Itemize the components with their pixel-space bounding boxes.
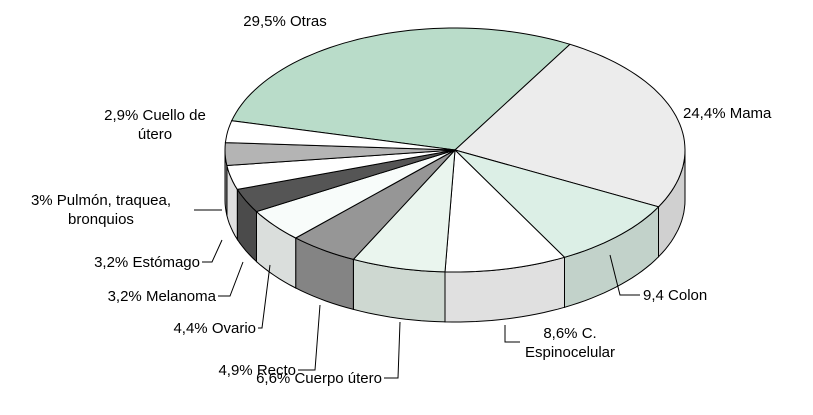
- value-label: 4,9%: [218, 362, 253, 379]
- value-label: 6,6%: [256, 370, 291, 387]
- pie: [224, 27, 686, 323]
- slice: [444, 148, 566, 273]
- category-label: Pulmón, traquea, bronquios: [56, 192, 172, 228]
- value-label: 3,2%: [107, 288, 142, 305]
- category-label: Melanoma: [145, 288, 216, 305]
- value-label: 29,5%: [243, 13, 286, 30]
- leader-line: [384, 321, 401, 379]
- value-label: 3,2%: [94, 254, 129, 271]
- slice-label: 3% Pulmón, traquea, bronquios: [6, 191, 196, 229]
- slice-label: 8,6% C. Espinocelular: [520, 324, 620, 362]
- slice-label: 3,2% Estómago: [20, 253, 200, 272]
- leader-line: [609, 254, 640, 296]
- category-label: Otras: [290, 13, 327, 30]
- category-label: Recto: [256, 362, 296, 379]
- category-label: Colon: [668, 287, 708, 304]
- slice: [236, 149, 456, 213]
- slice-label: 6,6% Cuerpo útero: [180, 369, 382, 388]
- slice-label: 2,9% Cuello de útero: [85, 106, 225, 144]
- category-label: Ovario: [211, 320, 256, 337]
- category-label: C. Espinocelular: [524, 325, 616, 361]
- value-label: 3%: [30, 192, 53, 209]
- value-label: 8,6%: [543, 325, 578, 342]
- leader-line: [298, 304, 321, 371]
- slice-label: 29,5% Otras: [200, 12, 370, 31]
- leader-line: [218, 261, 244, 297]
- slice: [454, 149, 660, 258]
- slice-label: 4,4% Ovario: [100, 319, 256, 338]
- leader-line: [504, 325, 520, 343]
- slice: [226, 149, 456, 190]
- category-label: Estómago: [132, 254, 200, 271]
- slice-label: 3,2% Melanoma: [40, 287, 216, 306]
- category-label: Cuerpo útero: [294, 370, 382, 387]
- slice: [454, 43, 686, 208]
- leader-line: [202, 239, 223, 263]
- slice: [352, 148, 456, 273]
- slice: [294, 149, 456, 260]
- value-label: 2,9%: [104, 107, 139, 124]
- slice-label: 24,4% Mama: [683, 104, 813, 123]
- slice: [224, 120, 456, 151]
- value-label: 9,4: [643, 287, 664, 304]
- slice-label: 4,9% Recto: [140, 361, 296, 380]
- slice: [255, 149, 456, 239]
- value-label: 4,4%: [173, 320, 208, 337]
- slice-label: 9,4 Colon: [643, 286, 763, 305]
- category-label: Mama: [729, 105, 772, 122]
- value-label: 24,4%: [683, 105, 726, 122]
- slice: [230, 27, 571, 151]
- category-label: Cuello de útero: [137, 107, 206, 143]
- leader-line: [258, 264, 271, 329]
